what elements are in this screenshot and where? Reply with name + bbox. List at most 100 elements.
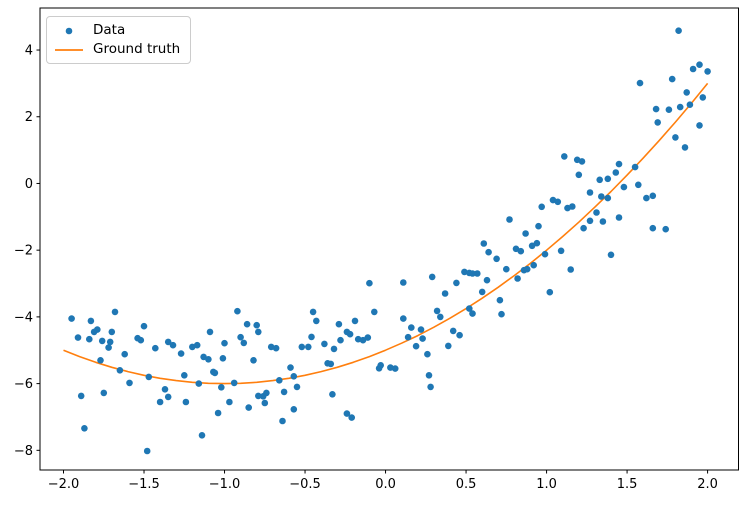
scatter-point [636,79,644,87]
scatter-point [305,343,312,351]
scatter-point [569,203,576,210]
scatter-point [567,266,574,273]
scatter-point [649,224,657,232]
scatter-point [145,373,153,381]
scatter-point [309,308,317,316]
scatter-point [86,335,93,343]
scatter-point [496,296,504,304]
legend-label-data: Data [93,22,126,38]
scatter-point [643,194,650,202]
scatter-point [466,305,473,312]
scatter-point [364,334,372,341]
scatter-point [675,27,682,34]
scatter-point [164,393,172,401]
scatter-point [417,326,425,333]
scatter-point [81,425,88,432]
scatter-point [287,364,294,371]
scatter-point [221,339,228,347]
axes-spines [39,7,739,471]
scatter-point [412,342,420,350]
data-marker-icon [54,26,84,36]
scatter-point [676,103,684,111]
scatter-point [620,183,628,191]
scatter-point [578,158,586,165]
scatter-point [366,279,373,287]
scatter-point [441,290,449,297]
scatter-point [263,389,270,397]
scatter-point [321,340,328,348]
scatter-point [665,106,673,113]
scatter-point [343,410,351,417]
y-tick-label: −2 [14,244,33,259]
scatter-point [424,350,431,358]
scatter-point [105,344,112,351]
scatter-point [280,388,288,396]
scatter-point [704,68,711,75]
x-tick-label: 0.5 [456,477,477,492]
scatter-point [635,181,642,189]
scatter-point [206,328,214,336]
scatter-point [400,279,407,286]
scatter-point [575,171,583,179]
scatter-point [469,310,476,317]
scatter-point [226,398,233,406]
scatter-point [652,105,660,113]
legend: Data Ground truth [46,16,192,64]
scatter-point [493,255,500,263]
scatter-point [77,392,85,400]
scatter-point [111,308,119,316]
scatter-point [453,279,460,287]
y-tick-label: −4 [14,310,33,325]
scatter-point [419,335,426,342]
scatter-point [87,317,95,325]
scatter-point [279,417,286,425]
scatter-point [654,119,661,126]
scatter-point [404,333,412,341]
scatter-point [681,144,689,151]
scatter-point [335,320,343,328]
scatter-point [400,315,407,322]
y-tick-label: −8 [14,444,33,459]
scatter-point [143,447,151,455]
legend-label-ground-truth: Ground truth [93,41,181,57]
x-tick-label: 1.0 [536,477,557,492]
x-tick-label: −2.0 [48,477,80,492]
scatter-point [483,276,491,284]
scatter-point [554,198,562,206]
scatter-point [245,404,252,411]
scatter-point [586,217,594,225]
scatter-point [546,288,554,296]
scatter-point [696,61,703,68]
legend-item-data: Data [54,21,180,40]
scatter-point [377,362,385,369]
y-tick-label: 2 [25,110,33,125]
scatter-point [348,414,356,421]
scatter-point [97,357,104,364]
scatter-point [161,386,169,393]
scatter-point [391,365,399,372]
scatter-point [234,307,241,315]
scatter-point [346,330,354,338]
scatter-point [351,317,359,325]
scatter-point [533,239,541,247]
scatter-point [686,101,694,108]
scatter-point [219,355,227,362]
scatter-point [557,247,565,255]
scatter-point [662,225,669,233]
scatter-point [195,380,203,387]
y-tick-label: 4 [25,44,33,59]
scatter-point [121,350,128,358]
scatter-point [498,310,505,318]
scatter-point [337,336,344,344]
scatter-point [230,379,238,387]
scatter-point [243,320,251,328]
scatter-point [649,192,657,200]
scatter-point [561,153,568,160]
scatter-point [106,338,114,346]
scatter-point [74,334,82,341]
scatter-point [427,383,434,391]
scatter-point [593,209,600,216]
legend-item-ground-truth: Ground truth [54,40,180,59]
scatter-point [68,315,75,322]
scatter-point [683,89,690,96]
